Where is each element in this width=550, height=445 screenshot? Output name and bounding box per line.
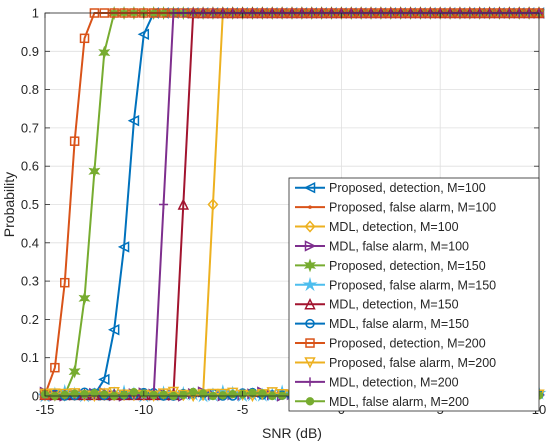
y-tick-label: 0.8 xyxy=(21,82,39,97)
legend-entry: Proposed, detection, M=150 xyxy=(295,258,486,273)
legend-entry: Proposed, false alarm, M=200 xyxy=(295,356,496,370)
data-point xyxy=(117,241,130,253)
x-tick-label: -5 xyxy=(237,402,249,417)
x-axis-label: SNR (dB) xyxy=(262,425,322,441)
legend-label: MDL, detection, M=200 xyxy=(329,375,459,389)
data-point xyxy=(137,28,150,40)
legend: Proposed, detection, M=100 Proposed, fals… xyxy=(288,177,540,412)
y-tick-label: 1 xyxy=(32,6,39,21)
y-tick-label: 0.3 xyxy=(21,274,39,289)
legend-marker xyxy=(304,240,317,252)
data-point xyxy=(60,277,70,288)
data-point xyxy=(207,198,219,211)
legend-marker xyxy=(303,181,316,194)
legend-entry: MDL, false alarm, M=200 xyxy=(295,395,469,409)
x-tick-label: -15 xyxy=(36,402,55,417)
legend-label: Proposed, false alarm, M=100 xyxy=(329,201,496,215)
data-point xyxy=(60,390,69,400)
legend-entry: Proposed, detection, M=200 xyxy=(295,337,486,351)
data-point xyxy=(189,387,198,397)
legend-marker xyxy=(303,258,317,273)
legend-label: MDL, false alarm, M=100 xyxy=(329,239,469,253)
data-point xyxy=(107,324,120,336)
legend-entry: MDL, false alarm, M=150 xyxy=(295,317,469,331)
data-point xyxy=(177,198,190,210)
y-axis-label: Probability xyxy=(1,172,17,237)
legend-label: MDL, false alarm, M=200 xyxy=(329,395,469,409)
data-point xyxy=(127,115,140,127)
data-point xyxy=(248,388,257,398)
legend-label: MDL, false alarm, M=150 xyxy=(329,317,469,331)
data-point xyxy=(88,164,101,179)
legend-label: Proposed, false alarm, M=200 xyxy=(329,356,496,370)
data-point xyxy=(78,291,91,306)
data-point xyxy=(258,389,267,398)
legend-label: MDL, detection, M=100 xyxy=(329,220,459,234)
legend-label: Proposed, detection, M=100 xyxy=(329,181,486,195)
legend-marker xyxy=(302,276,318,292)
data-point xyxy=(266,387,278,399)
legend-marker xyxy=(305,377,315,387)
data-point xyxy=(69,136,80,146)
legend-entry: MDL, detection, M=150 xyxy=(295,298,459,312)
legend-marker xyxy=(308,205,312,209)
legend-marker xyxy=(305,338,315,348)
data-point xyxy=(228,390,237,399)
data-point xyxy=(159,390,168,399)
data-point xyxy=(179,390,188,400)
data-point xyxy=(129,388,139,397)
y-tick-label: 0.6 xyxy=(21,159,39,174)
legend-entry: MDL, detection, M=100 xyxy=(295,220,459,234)
legend-marker xyxy=(304,220,316,233)
legend-label: Proposed, detection, M=150 xyxy=(329,259,486,273)
data-point xyxy=(98,45,111,60)
legend-marker xyxy=(305,397,315,406)
legend-entry: Proposed, false alarm, M=150 xyxy=(295,276,496,292)
legend-marker xyxy=(305,318,315,329)
y-tick-label: 0.5 xyxy=(21,197,39,212)
data-point xyxy=(218,391,228,400)
data-point xyxy=(167,386,180,399)
data-point xyxy=(80,389,89,399)
data-point xyxy=(90,388,99,398)
y-tick-label: 0.2 xyxy=(21,312,39,327)
data-point xyxy=(159,200,169,209)
data-point xyxy=(108,387,120,399)
legend-entry: MDL, detection, M=200 xyxy=(295,375,459,389)
legend-label: Proposed, detection, M=200 xyxy=(329,337,486,351)
legend-box xyxy=(288,177,540,412)
y-tick-label: 0.4 xyxy=(21,235,39,250)
legend-entry: Proposed, detection, M=100 xyxy=(295,181,486,195)
legend-entry: Proposed, false alarm, M=100 xyxy=(295,201,496,215)
data-point xyxy=(98,373,110,386)
legend-marker xyxy=(304,357,316,369)
data-point xyxy=(119,390,129,400)
data-point xyxy=(198,389,208,398)
y-tick-label: 0.7 xyxy=(21,120,39,135)
data-point xyxy=(68,364,81,379)
y-tick-label: 0 xyxy=(32,389,39,404)
x-tick-label: -10 xyxy=(134,402,153,417)
data-point xyxy=(50,362,60,373)
data-point xyxy=(79,33,90,44)
legend-entry: MDL, false alarm, M=100 xyxy=(295,239,469,253)
y-tick-label: 0.9 xyxy=(21,44,39,59)
data-point xyxy=(149,390,158,400)
legend-label: MDL, detection, M=150 xyxy=(329,298,459,312)
legend-label: Proposed, false alarm, M=150 xyxy=(329,278,496,292)
data-point xyxy=(100,390,109,399)
legend-marker xyxy=(304,298,316,310)
y-tick-label: 0.1 xyxy=(21,350,39,365)
